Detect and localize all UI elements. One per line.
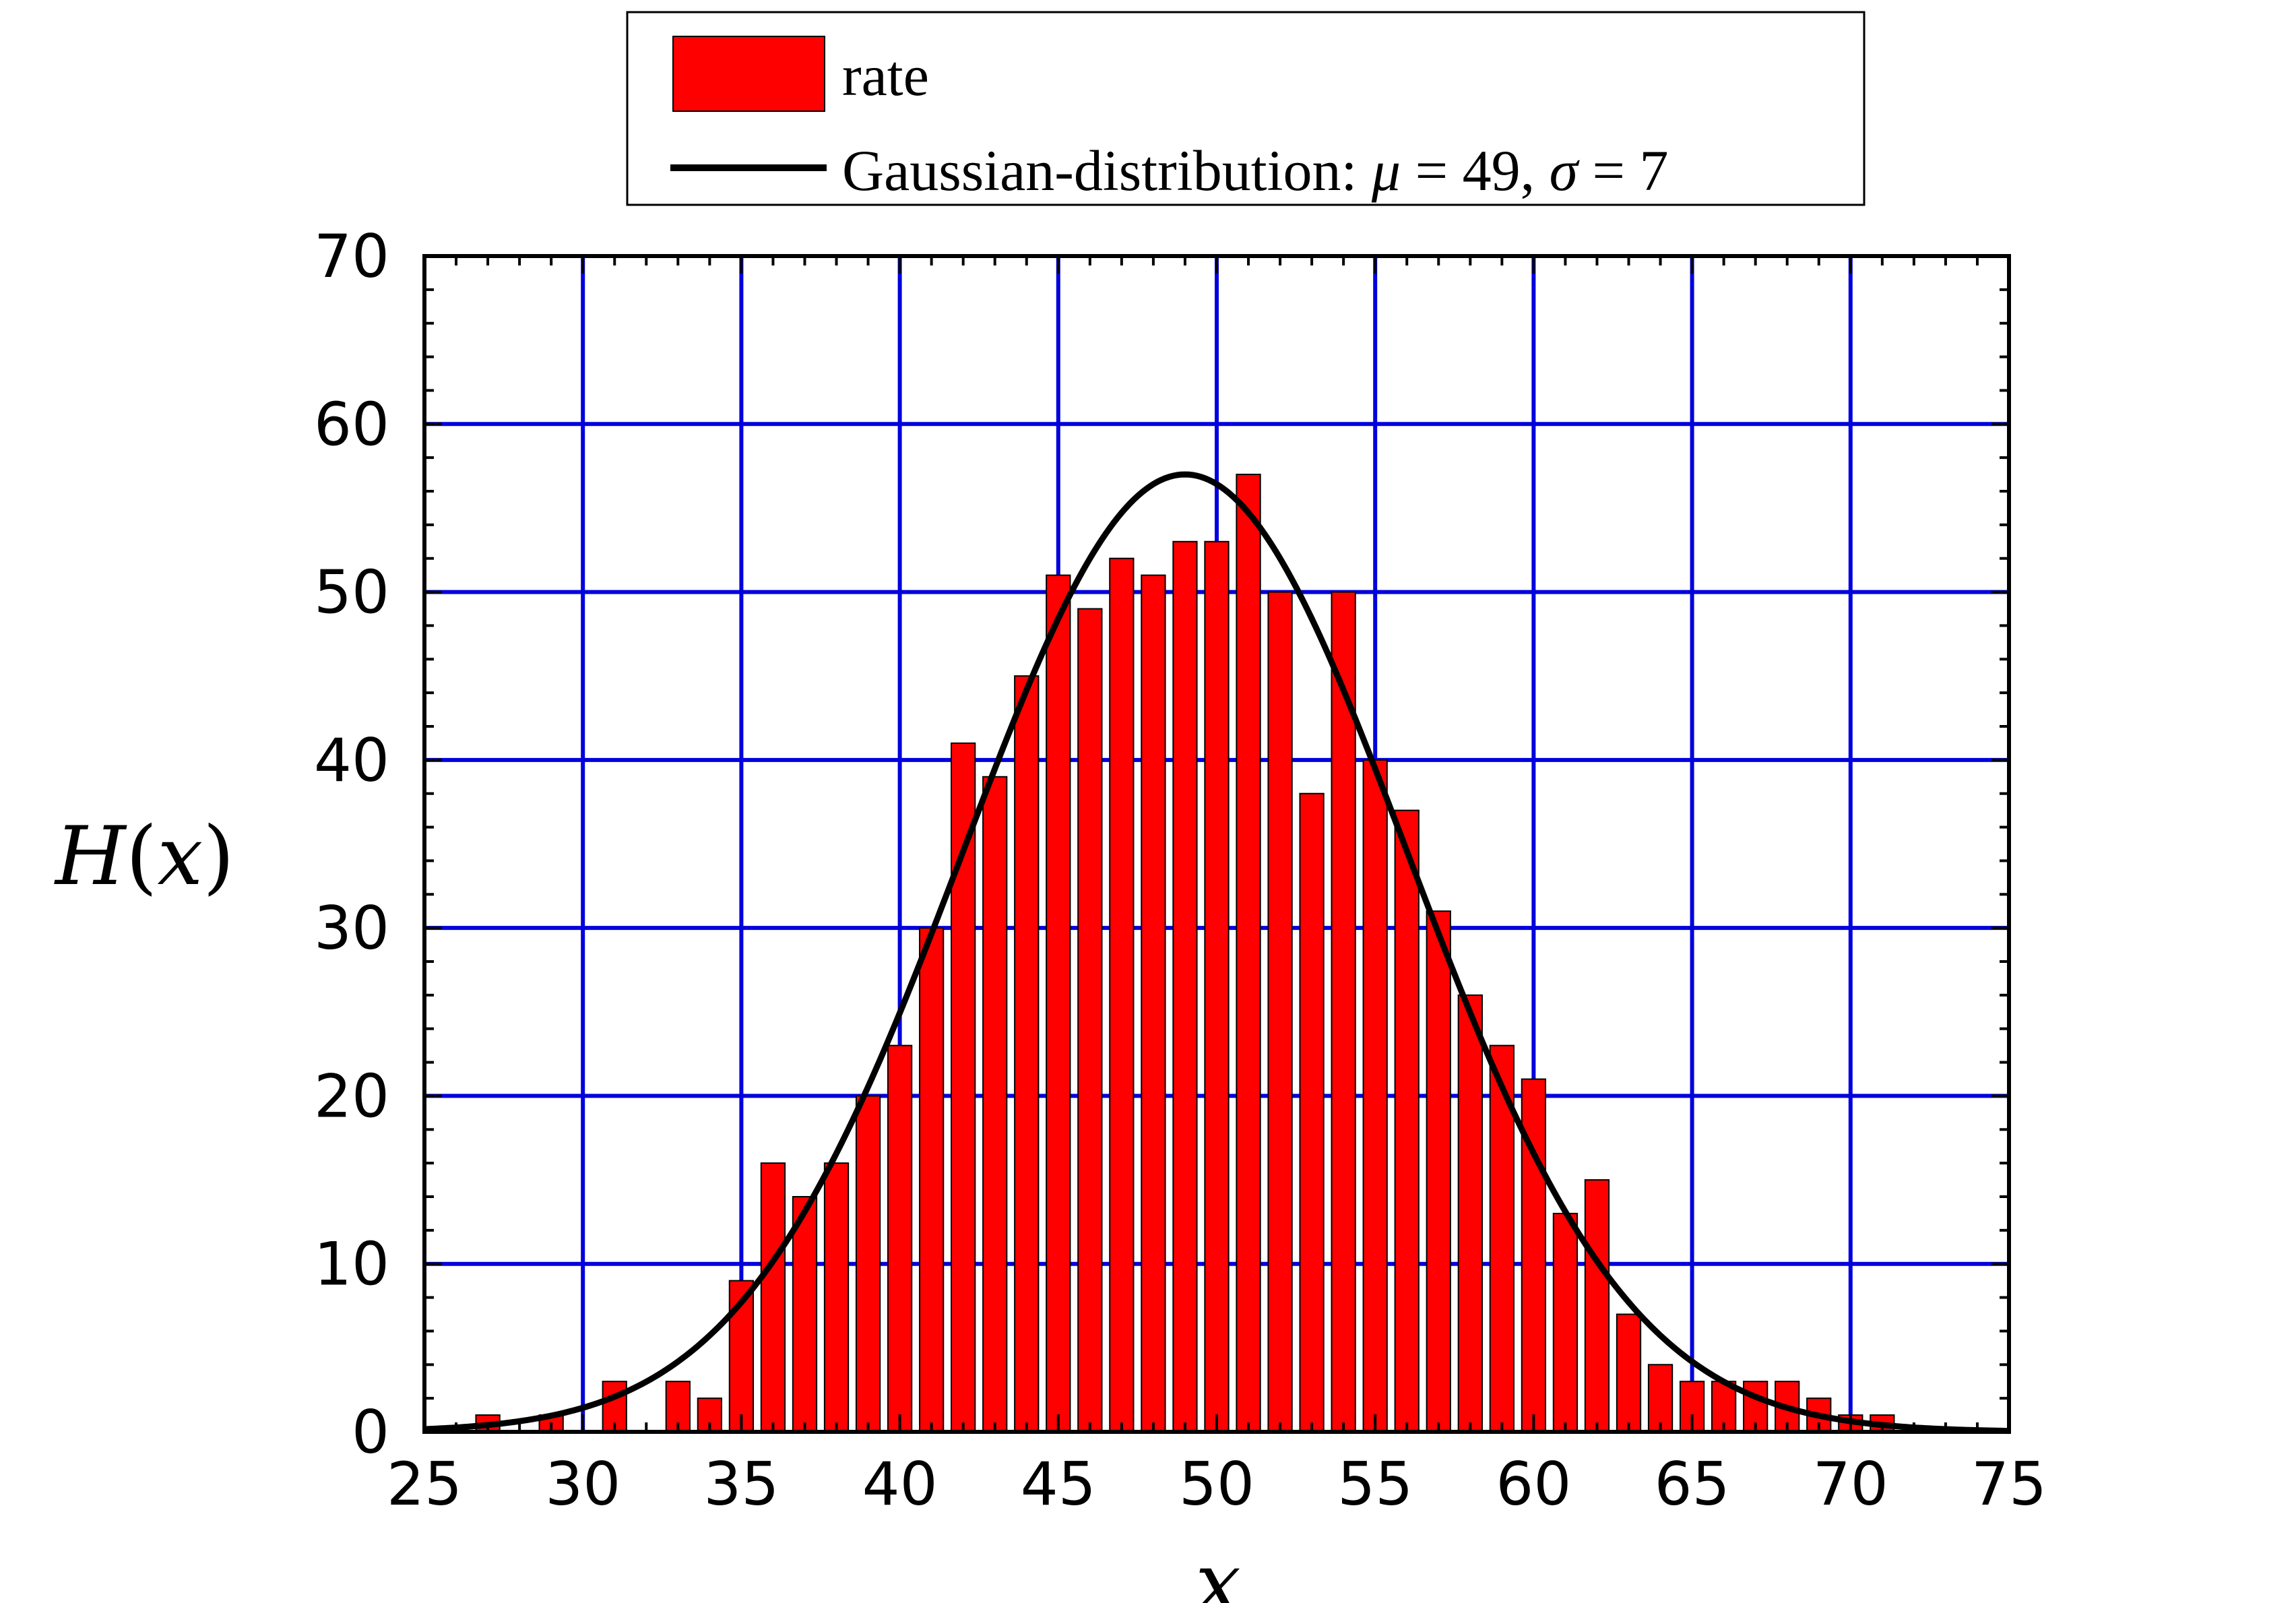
y-tick-label: 30 <box>314 893 389 963</box>
bar <box>823 1162 850 1433</box>
x-tick-label: 30 <box>545 1449 620 1519</box>
legend-label-rate: rate <box>842 43 929 108</box>
bar <box>1647 1364 1673 1433</box>
x-tick-label: 25 <box>387 1449 462 1519</box>
bar <box>1362 759 1388 1433</box>
bar <box>760 1162 786 1433</box>
y-axis-title-paren-open: ( <box>126 810 158 904</box>
legend-gaussian-mu: μ <box>1371 138 1401 203</box>
y-tick-label: 10 <box>314 1230 389 1299</box>
tick-labels: 25 30 35 40 45 50 55 60 65 70 75 0 10 20 30 40 50 60 70 <box>314 222 2047 1519</box>
bar <box>1141 574 1166 1433</box>
bar <box>1299 792 1325 1433</box>
bar <box>1552 1212 1578 1433</box>
bar <box>1014 675 1040 1433</box>
bar <box>1267 591 1293 1433</box>
bar <box>1584 1179 1610 1433</box>
legend: rate Gaussian-distribution: μ = 49, σ = … <box>626 11 1865 206</box>
y-tick-label: 20 <box>314 1061 389 1131</box>
bar <box>887 1044 913 1433</box>
bar <box>1426 910 1451 1433</box>
gaussian-curve-layer <box>424 471 2010 1435</box>
bar <box>855 1095 881 1433</box>
y-axis-title: H(x) <box>54 810 234 904</box>
bars <box>475 474 1895 1433</box>
legend-gaussian-prefix: Gaussian-distribution: <box>842 138 1372 203</box>
bar <box>1204 540 1230 1433</box>
y-tick-label: 50 <box>314 558 389 627</box>
x-tick-label: 65 <box>1655 1449 1730 1519</box>
legend-box <box>626 11 1865 206</box>
x-tick-label: 50 <box>1179 1449 1254 1519</box>
bar <box>1077 608 1103 1433</box>
gaussian-curve <box>424 471 2010 1435</box>
bar <box>1394 809 1420 1433</box>
x-tick-label: 40 <box>862 1449 938 1519</box>
bar <box>1457 994 1483 1433</box>
y-axis-title-paren-close: ) <box>203 810 234 904</box>
bar <box>1236 474 1261 1433</box>
legend-gaussian-sigma: σ <box>1550 138 1581 203</box>
x-tick-label: 75 <box>1971 1449 2047 1519</box>
x-tick-label: 60 <box>1496 1449 1571 1519</box>
bar <box>1109 557 1135 1433</box>
axis-ticks <box>423 255 2010 1433</box>
x-axis-title: x <box>1195 1536 1241 1603</box>
y-axis-title-func: H <box>54 810 127 904</box>
bar <box>1616 1313 1642 1433</box>
x-tick-label: 70 <box>1813 1449 1888 1519</box>
y-axis-title-var: x <box>157 810 203 904</box>
bar <box>919 927 945 1433</box>
x-tick-label: 55 <box>1337 1449 1413 1519</box>
legend-swatch-rate <box>672 36 825 112</box>
y-tick-label: 0 <box>352 1397 389 1467</box>
y-tick-label: 60 <box>314 389 389 459</box>
bar <box>1172 540 1198 1433</box>
y-tick-label: 40 <box>314 726 389 795</box>
legend-gaussian-sigma-value: = 7 <box>1578 138 1669 203</box>
y-tick-label: 70 <box>314 222 389 291</box>
bar <box>1331 591 1356 1433</box>
x-tick-label: 45 <box>1021 1449 1096 1519</box>
bar <box>1046 574 1071 1433</box>
x-tick-label: 35 <box>703 1449 779 1519</box>
legend-gaussian-mu-value: = 49, <box>1401 138 1550 203</box>
legend-label-gaussian: Gaussian-distribution: μ = 49, σ = 7 <box>842 138 1669 203</box>
bar <box>792 1196 818 1433</box>
bar <box>982 776 1008 1433</box>
